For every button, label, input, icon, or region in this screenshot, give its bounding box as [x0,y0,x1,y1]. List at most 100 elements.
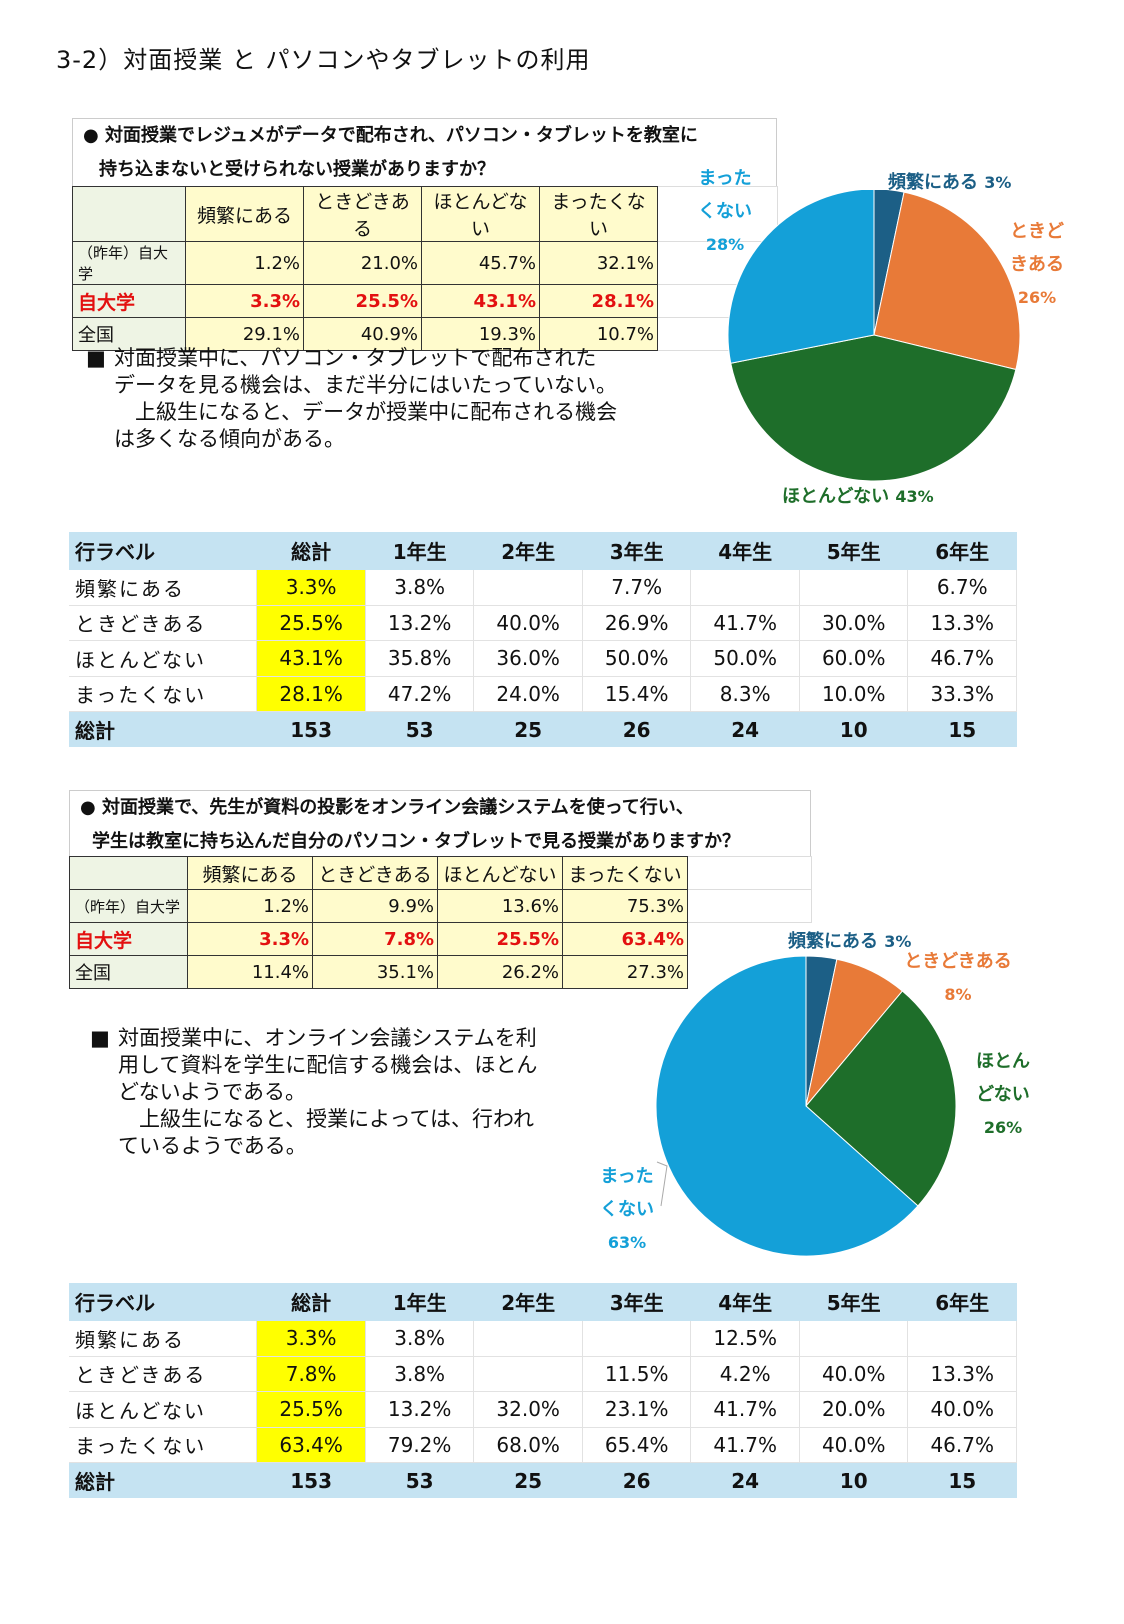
cell: 24.0% [473,676,583,712]
cell: 10.0% [799,676,909,712]
row-label: 総計 [69,711,257,747]
row-label: ほとんどない [69,1391,258,1428]
row-label: ときどきある [69,1356,258,1392]
cell [907,1320,1017,1357]
note-line: 用して資料を学生に配信する機会は、ほとん [118,1053,538,1077]
cell: 7.7% [582,569,692,606]
col-header: 行ラベル [69,532,257,570]
table-spacer [687,922,812,956]
cell: 19.3% [421,317,540,351]
row-label-ours: 自大学 [69,922,188,956]
table-row: 頻繁にある 3.3% 3.8% 7.7% 6.7% [69,569,1017,606]
cell: 10 [799,711,908,747]
cell: 153 [256,1462,366,1498]
col-header: 総計 [256,1283,366,1321]
cell: 3.3% [256,569,366,606]
col-header: 行ラベル [69,1283,257,1321]
question-2-line1: ● 対面授業で、先生が資料の投影をオンライン会議システムを使って行い、 [80,797,694,818]
cell: 63.4% [256,1427,366,1463]
square-bullet-icon: ■ [90,1026,110,1050]
cell: 26.9% [582,605,692,641]
col-header: 4年生 [690,532,800,570]
cell: 25.5% [256,1391,366,1428]
col-header: 1年生 [365,532,474,570]
cell [473,1320,583,1357]
cell: 21.0% [303,241,422,285]
pie-chart-2 [655,955,957,1257]
cell: 3.3% [187,922,313,956]
cell: 1.2% [185,241,304,285]
cell: 41.7% [690,605,800,641]
cell: 23.1% [582,1391,692,1428]
table-spacer [657,186,778,242]
cell: 6.7% [907,569,1017,606]
table-spacer [687,889,812,923]
col-header: 2年生 [473,1283,583,1321]
col-header: 総計 [256,532,366,570]
cell: 7.8% [256,1356,366,1392]
cell: 10 [799,1462,908,1498]
table-corner [69,856,188,890]
table-row: ときどきある 7.8% 3.8% 11.5% 4.2% 40.0% 13.3% [69,1356,1017,1392]
pie1-label-sometimes: ときど きある 26% [1010,221,1064,307]
row-label: 頻繁にある [69,1320,258,1357]
row-label: ほとんどない [69,640,258,677]
pie1-label-frequent: 頻繁にある 3% [888,172,1012,193]
col-header: ほとんどない [437,856,563,890]
col-header: ほとんどない [421,186,540,242]
cell [473,569,583,606]
cell: 12.5% [690,1320,800,1357]
col-header: ときどきある [303,186,422,242]
cell: 24 [690,1462,800,1498]
cell: 40.0% [799,1356,909,1392]
cell: 3.3% [256,1320,366,1357]
cell: 30.0% [799,605,909,641]
cell: 13.3% [907,605,1017,641]
row-label: 総計 [69,1462,257,1498]
pie2-label-frequent: 頻繁にある 3% [788,931,912,952]
total-row: 総計 153 53 25 26 24 10 15 [69,711,1017,747]
cell: 1.2% [187,889,313,923]
note-2: ■ 対面授業中に、オンライン会議システムを利 用して資料を学生に配信する機会は、… [90,1025,570,1160]
cell: 20.0% [799,1391,909,1428]
table-row: 頻繁にある 3.3% 3.8% 12.5% [69,1320,1017,1357]
pie-slice-rarely [805,990,957,1207]
question-1-line2: 持ち込まないと受けられない授業がありますか？ [99,159,495,180]
cell: 35.8% [365,640,475,677]
note-1: ■ 対面授業中に、パソコン・タブレットで配布された データを見る機会は、まだ半分… [86,345,646,453]
cell: 46.7% [907,1427,1017,1463]
cell: 3.8% [365,1320,475,1357]
cell: 153 [256,711,366,747]
cell [799,569,909,606]
cell: 35.1% [312,955,438,989]
cell: 25.5% [437,922,563,956]
cell: 25 [473,1462,583,1498]
cell: 32.0% [473,1391,583,1428]
cell: 60.0% [799,640,909,677]
cell: 53 [365,1462,474,1498]
question-2: ● 対面授業で、先生が資料の投影をオンライン会議システムを使って行い、 学生は教… [69,790,811,858]
table-row: ほとんどない 25.5% 13.2% 32.0% 23.1% 41.7% 20.0% 40.0… [69,1391,1017,1428]
question-2-line2: 学生は教室に持ち込んだ自分のパソコン・タブレットで見る授業がありますか？ [92,831,740,852]
cell: 40.9% [303,317,422,351]
cell: 13.2% [365,605,475,641]
table-row: ときどきある 25.5% 13.2% 40.0% 26.9% 41.7% 30.0% 13.3… [69,605,1017,641]
cell: 10.7% [539,317,658,351]
pie1-label-rarely: ほとんどない 43% [782,486,934,507]
cell: 26 [582,1462,691,1498]
cell: 36.0% [473,640,583,677]
cell: 45.7% [421,241,540,285]
note-line: データを見る機会は、まだ半分にはいたっていない。 [114,373,617,397]
row-label: 頻繁にある [69,569,258,606]
grade-table-1: 行ラベル 総計 1年生 2年生 3年生 4年生 5年生 6年生 頻繁にある 3.3… [69,532,1017,747]
note-line: どないようである。 [118,1080,306,1104]
col-header: 5年生 [799,1283,908,1321]
cell: 28.1% [256,676,366,712]
table-spacer [687,856,812,890]
cell: 15 [907,711,1017,747]
page-title: 3-2）対面授業 と パソコンやタブレットの利用 [56,46,591,74]
cell: 43.1% [256,640,366,677]
cell: 3.8% [365,1356,475,1392]
leader-line [656,1161,668,1207]
row-label-ours: 自大学 [72,284,186,318]
